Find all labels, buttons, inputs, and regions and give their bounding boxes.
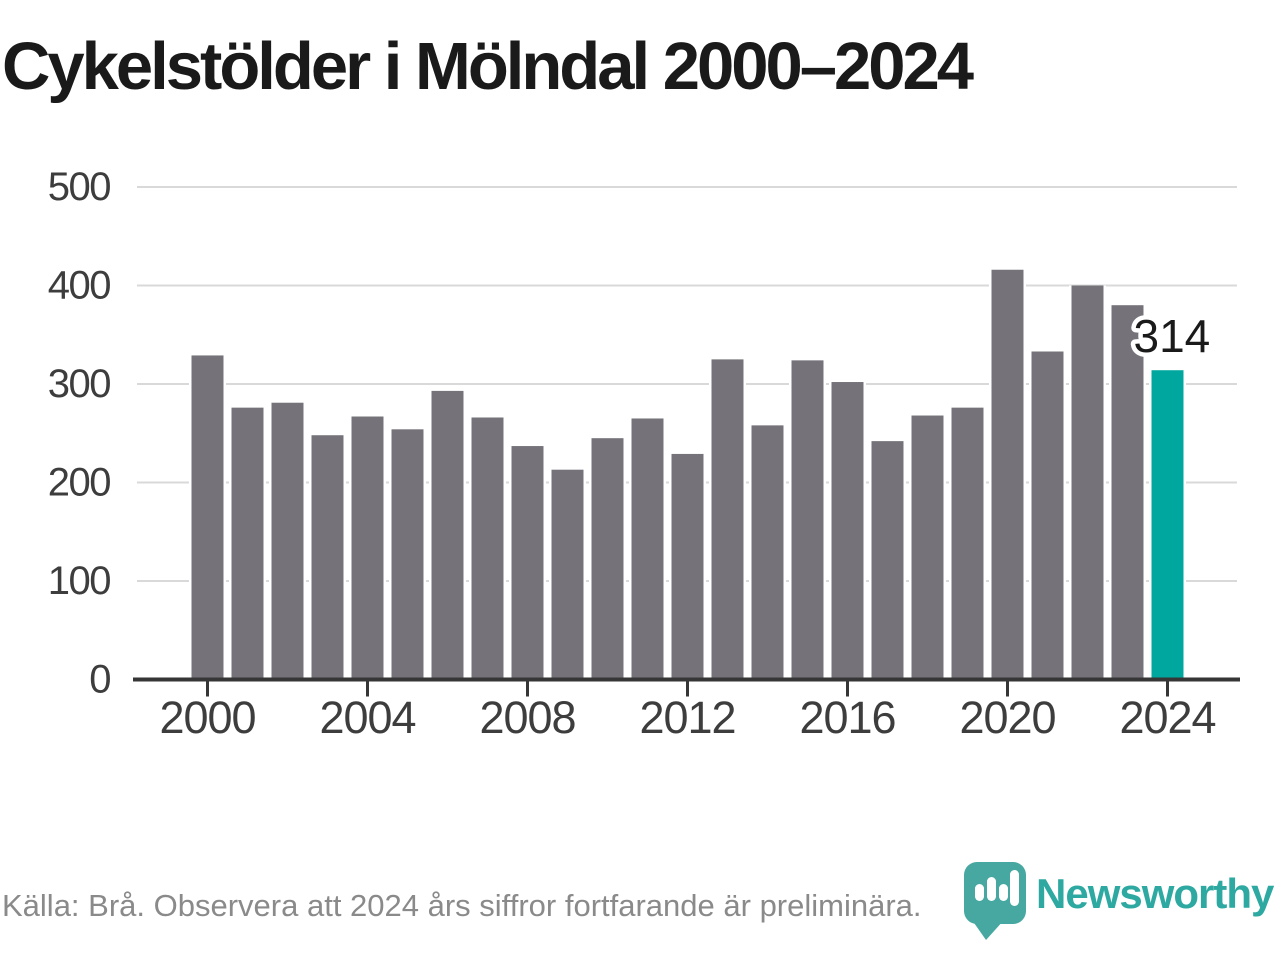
bar-2015 — [791, 360, 824, 682]
logo-pin — [964, 862, 1026, 940]
bar-2003 — [311, 435, 344, 682]
brand-name: Newsworthy — [1036, 870, 1274, 917]
bar-2012 — [671, 453, 704, 682]
value-label-2024: 314 — [1134, 310, 1211, 362]
source-note: Källa: Brå. Observera att 2024 års siffr… — [2, 888, 922, 923]
bar-2023 — [1111, 305, 1144, 682]
y-tick-label-500: 500 — [48, 165, 110, 209]
bar-2007 — [471, 417, 504, 682]
newsworthy-logo-icon — [964, 862, 1026, 940]
bar-2019 — [951, 407, 984, 682]
bar-2018 — [911, 415, 944, 682]
bar-2010 — [591, 438, 624, 682]
bar-2001 — [231, 407, 264, 682]
y-tick-label-400: 400 — [48, 264, 110, 308]
bar-2021 — [1031, 351, 1064, 682]
bar-2002 — [271, 402, 304, 682]
bar-2006 — [431, 390, 464, 682]
bar-2000 — [191, 355, 224, 682]
bar-2017 — [871, 441, 904, 682]
y-tick-label-300: 300 — [48, 362, 110, 406]
bar-2013 — [711, 359, 744, 682]
bar-2014 — [751, 425, 784, 682]
x-tick-label-2020: 2020 — [959, 692, 1055, 743]
bar-2008 — [511, 446, 544, 682]
bar-2024 — [1151, 370, 1184, 682]
bar-2004 — [351, 416, 384, 682]
y-tick-label-100: 100 — [48, 559, 110, 603]
x-tick-label-2016: 2016 — [799, 692, 895, 743]
x-tick-label-2012: 2012 — [639, 692, 735, 743]
x-tick-label-2000: 2000 — [159, 692, 255, 743]
bar-2011 — [631, 418, 664, 682]
x-tick-label-2024: 2024 — [1119, 692, 1215, 743]
x-tick-label-2008: 2008 — [479, 692, 575, 743]
bar-2009 — [551, 469, 584, 682]
y-tick-label-0: 0 — [89, 658, 110, 702]
bar-chart: 0 100 200 300 400 500 2000 2004 2008 2012 2016 2020… — [48, 165, 1240, 743]
chart-title: Cykelstölder i Mölndal 2000–2024 — [2, 29, 974, 104]
bar-2005 — [391, 429, 424, 682]
y-tick-label-200: 200 — [48, 461, 110, 505]
bar-2016 — [831, 382, 864, 682]
x-tick-label-2004: 2004 — [319, 692, 415, 743]
bar-2022 — [1071, 285, 1104, 682]
bar-2020 — [991, 269, 1024, 682]
